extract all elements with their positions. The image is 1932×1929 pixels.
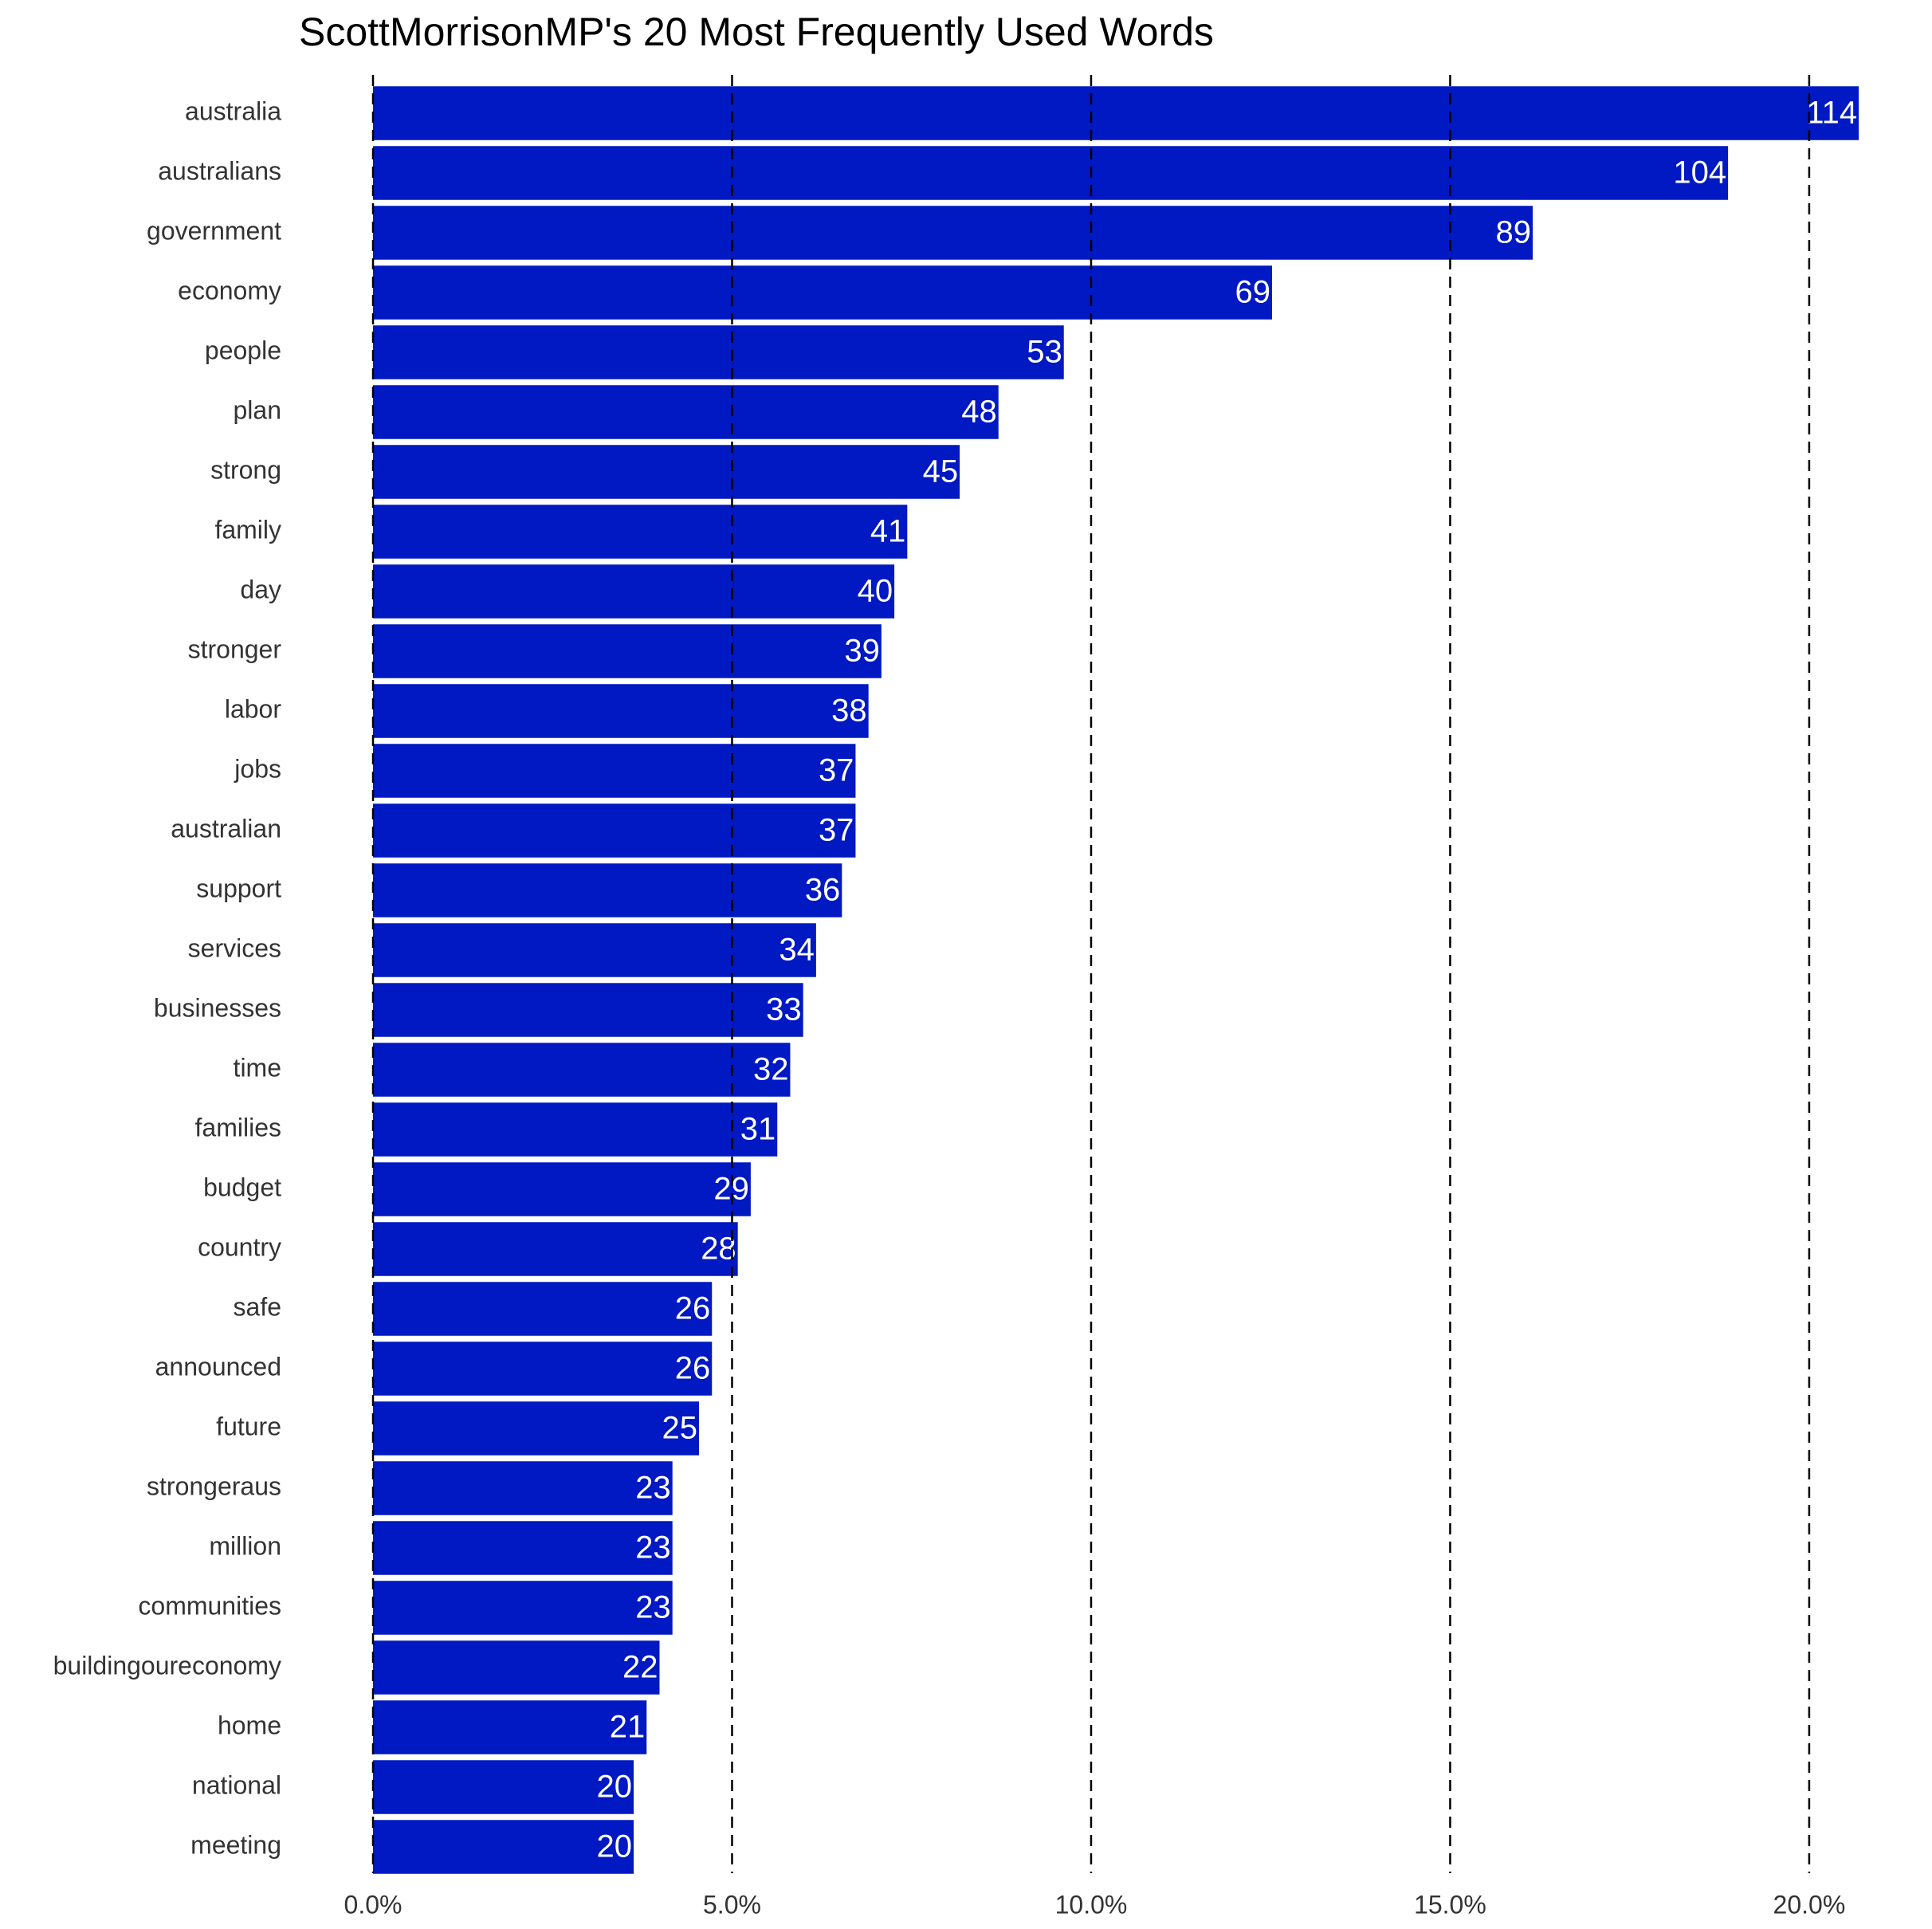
value-label: 22 <box>622 1650 658 1685</box>
bar <box>373 1282 713 1336</box>
bar <box>373 1700 647 1754</box>
y-tick-label: time <box>234 1053 281 1082</box>
value-label: 33 <box>766 992 802 1027</box>
value-label: 41 <box>870 514 906 549</box>
value-label: 34 <box>779 933 815 968</box>
y-tick-label: national <box>192 1770 281 1799</box>
x-tick-label: 10.0% <box>1055 1890 1128 1919</box>
value-label: 32 <box>753 1052 789 1087</box>
y-tick-label: australia <box>185 96 281 125</box>
value-label: 38 <box>831 693 867 729</box>
y-tick-label: australians <box>158 156 281 185</box>
y-tick-label: australian <box>171 814 281 843</box>
value-label: 26 <box>675 1351 711 1386</box>
y-tick-label: businesses <box>154 993 281 1022</box>
y-tick-label: country <box>198 1232 281 1261</box>
value-label: 25 <box>662 1411 698 1446</box>
bar <box>373 1820 634 1874</box>
bar <box>373 1342 713 1396</box>
value-label: 28 <box>701 1232 736 1267</box>
bar <box>373 1043 791 1097</box>
y-tick-label: safe <box>234 1292 281 1321</box>
bar <box>373 445 960 499</box>
value-label: 53 <box>1027 335 1062 370</box>
bar <box>373 206 1533 260</box>
bar <box>373 1640 660 1695</box>
y-tick-label: support <box>196 874 281 902</box>
y-tick-label: jobs <box>234 754 281 783</box>
bar <box>373 385 999 439</box>
bar <box>373 1521 673 1575</box>
x-tick-label: 5.0% <box>703 1890 761 1919</box>
bar <box>373 923 816 977</box>
y-tick-label: strong <box>210 455 281 484</box>
y-tick-label: budget <box>203 1173 281 1201</box>
value-label: 40 <box>858 574 893 609</box>
value-label: 37 <box>819 753 854 788</box>
x-tick-label: 20.0% <box>1773 1890 1846 1919</box>
y-tick-label: million <box>209 1531 281 1560</box>
bar <box>373 1222 738 1276</box>
value-label: 39 <box>844 634 880 669</box>
y-tick-label: strongeraus <box>147 1471 281 1500</box>
bar <box>373 146 1729 200</box>
value-label: 69 <box>1235 275 1271 310</box>
y-tick-label: home <box>218 1711 281 1739</box>
value-label: 20 <box>597 1829 633 1864</box>
y-tick-label: meeting <box>190 1830 281 1859</box>
y-tick-label: buildingoureconomy <box>53 1651 281 1680</box>
value-label: 31 <box>740 1112 776 1147</box>
y-tick-label: communities <box>138 1591 281 1620</box>
bar <box>373 1760 634 1814</box>
y-tick-label: day <box>240 575 281 603</box>
bar <box>373 684 869 738</box>
x-tick-label: 0.0% <box>344 1890 402 1919</box>
y-tick-label: government <box>147 216 281 245</box>
y-tick-label: family <box>214 515 281 544</box>
value-label: 26 <box>675 1291 711 1326</box>
y-tick-label: services <box>188 933 281 962</box>
value-label: 23 <box>635 1471 671 1506</box>
value-label: 104 <box>1673 155 1726 191</box>
value-label: 23 <box>635 1590 671 1625</box>
y-tick-label: economy <box>178 276 281 304</box>
y-tick-label: future <box>216 1412 281 1440</box>
bar <box>373 325 1064 379</box>
bar <box>373 983 803 1037</box>
bar <box>373 1461 673 1515</box>
bar <box>373 624 882 678</box>
bar <box>373 803 856 858</box>
value-label: 45 <box>923 454 959 489</box>
bar <box>373 1581 673 1635</box>
y-tick-label: people <box>205 336 281 364</box>
bar <box>373 863 842 917</box>
chart-title: ScottMorrisonMP's 20 Most Frequently Use… <box>299 10 1214 54</box>
bar <box>373 564 895 619</box>
value-label: 114 <box>1806 96 1857 131</box>
y-tick-label: stronger <box>188 634 282 663</box>
x-tick-label: 15.0% <box>1414 1890 1486 1919</box>
y-tick-label: plan <box>234 395 282 424</box>
value-label: 48 <box>961 395 997 430</box>
y-tick-label: announced <box>155 1352 281 1381</box>
bar <box>373 1102 778 1157</box>
bar <box>373 1162 751 1216</box>
bar <box>373 1401 700 1456</box>
y-tick-label: families <box>195 1113 281 1141</box>
bar <box>373 744 856 798</box>
value-label: 20 <box>597 1770 633 1805</box>
value-label: 21 <box>610 1710 646 1745</box>
bar <box>373 86 1859 140</box>
value-label: 36 <box>805 873 841 908</box>
bar <box>373 505 908 559</box>
value-label: 37 <box>819 813 854 848</box>
y-tick-label: labor <box>225 694 282 723</box>
bar <box>373 265 1273 320</box>
value-label: 89 <box>1496 215 1532 250</box>
value-label: 23 <box>635 1530 671 1566</box>
